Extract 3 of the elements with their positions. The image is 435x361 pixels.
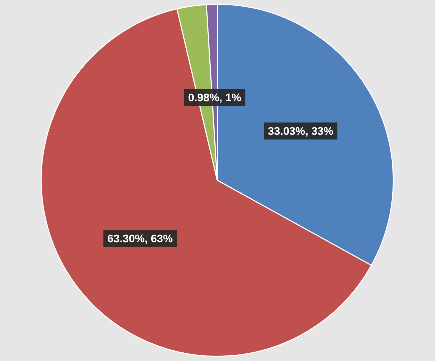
data-label: 33.03%, 33% (268, 126, 334, 138)
data-label: 0.98%, 1% (188, 92, 242, 104)
data-label: 63.30%, 63% (108, 233, 174, 246)
